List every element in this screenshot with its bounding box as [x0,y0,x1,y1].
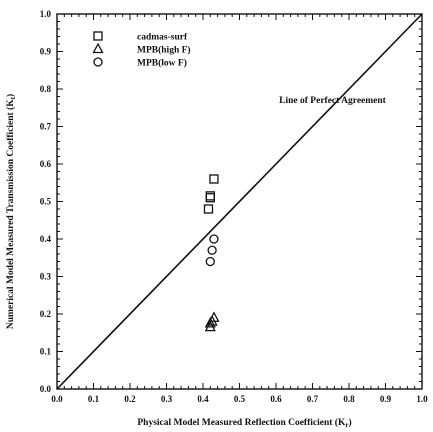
x-tick-label: 0.2 [124,394,136,404]
ticks [56,13,423,390]
x-tick-label: 0.9 [380,394,392,404]
legend-cadmas-surf-label: cadmas-surf [137,33,188,43]
x-tick-label: 0.4 [197,394,209,404]
y-tick-label: 0.9 [40,47,52,57]
mpb-low-f-point [209,234,219,244]
x-axis-label: Physical Model Measured Reflection Coeff… [137,417,351,429]
cadmas-surf-point [209,174,219,184]
x-tick-label: 0.0 [51,394,63,404]
y-tick-label: 0.6 [40,159,52,169]
legend-mpb-high-f-label: MPB(high F) [137,45,191,56]
y-tick-label: 0.5 [40,197,52,207]
x-axis-label-sub: r [345,421,348,429]
y-axis-label: Numerical Model Measured Transmission Co… [5,94,17,329]
cadmas-surf-point [205,193,215,203]
x-axis-label-end: ) [348,417,351,428]
cadmas-surf-point [205,191,215,201]
perfect-agreement-label: Line of Perfect Agreement [279,96,386,106]
x-tick-label: 0.3 [161,394,173,404]
y-tick-label: 0.1 [40,347,52,357]
x-axis-label-main: Physical Model Measured Reflection Coeff… [137,417,346,428]
x-tick-label: 0.5 [234,394,246,404]
mpb-high-f-point [204,320,216,332]
y-tick-label: 0.3 [40,272,52,282]
mpb-low-f-point [205,256,215,267]
x-tick-label: 0.6 [270,394,282,404]
x-tick-label: 0.1 [88,394,100,404]
y-axis-label-main: Numerical Model Measured Transmission Co… [5,99,16,329]
x-tick-label: 0.7 [307,394,319,404]
legend-mpb-low-f-label: MPB(low F) [137,58,187,69]
y-tick-label: 0.8 [40,84,52,94]
perfect-agreement-line [56,13,423,390]
legend-mpb-high-f-marker [92,42,104,54]
mpb-low-f-point [207,245,217,255]
x-tick-label: 0.8 [343,394,355,404]
y-tick-label: 0.4 [40,234,52,244]
tick-labels: 0.0 0.1 0.2 0.3 0.4 0.5 0.6 0.7 0.8 0.9 1.0 0.0 0.1 0… [40,9,428,404]
legend: cadmas-surf MPB(high F) MPB(low F) [92,31,191,69]
legend-mpb-low-f-marker [93,57,103,67]
cadmas-surf-point [203,204,214,214]
y-tick-label: 0.2 [40,309,52,319]
data-points [203,174,220,332]
y-tick-label: 0.7 [40,122,52,132]
y-tick-label: 0.0 [40,384,52,394]
y-axis-label-sub: t [9,96,17,99]
y-tick-label: 1.0 [40,9,52,19]
legend-cadmas-surf-marker [93,31,103,41]
mpb-high-f-point [204,316,216,328]
x-tick-label: 1.0 [416,394,428,404]
y-axis-label-end: ) [5,94,16,97]
